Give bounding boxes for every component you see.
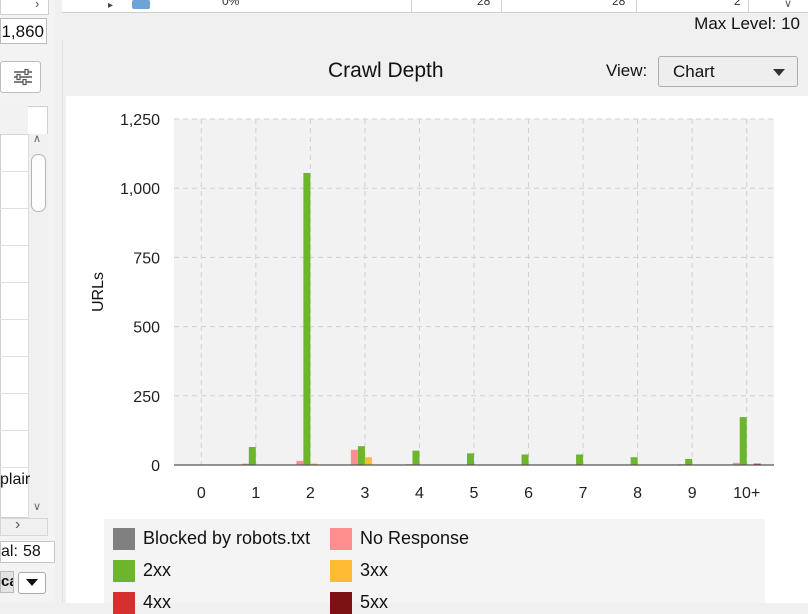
bar-no-response-depth-10-plus	[732, 462, 740, 465]
y-tick-label: 750	[133, 250, 160, 267]
bar-4xx-depth-10-plus	[753, 463, 761, 465]
bar-2xx-depth-1	[248, 447, 256, 465]
table-cell: 2	[734, 0, 741, 8]
left-vertical-scrollbar[interactable]: ∧ ∨	[28, 133, 48, 518]
y-tick-label: 1,000	[120, 181, 160, 198]
legend-swatch-no-response	[330, 528, 352, 550]
legend-label-no-response: No Response	[360, 528, 470, 548]
y-tick-label: 0	[151, 458, 160, 475]
table-column-divider	[636, 0, 637, 12]
legend-swatch-5xx	[330, 592, 352, 614]
sliders-icon	[14, 68, 32, 86]
bar-2xx-depth-5	[467, 453, 474, 465]
chevron-down-icon[interactable]: ∨	[33, 501, 42, 513]
x-tick-label: 4	[415, 485, 424, 502]
x-tick-label: 7	[579, 485, 588, 502]
table-row-divider	[0, 356, 28, 357]
total-field: al: 58	[0, 541, 55, 563]
legend-swatch-blocked	[113, 528, 135, 550]
table-row-divider	[0, 208, 28, 209]
bar-2xx-depth-3	[357, 446, 365, 465]
x-tick-label: 9	[688, 485, 697, 502]
chart-legend: Blocked by robots.txt No Response 2xx 3x…	[104, 519, 765, 614]
x-tick-label: 0	[197, 485, 206, 502]
folder-icon	[132, 0, 150, 9]
x-tick-label: 10+	[733, 485, 760, 502]
bar-no-response-depth-3	[350, 449, 358, 465]
x-tick-label: 2	[306, 485, 315, 502]
view-select-value: Chart	[673, 62, 715, 81]
bar-2xx-depth-9	[685, 458, 693, 465]
bar-2xx-depth-6	[521, 454, 529, 465]
bar-2xx-depth-2	[303, 172, 311, 465]
legend-label-2xx: 2xx	[143, 560, 172, 580]
crawl-depth-chart: 0 250 500 750 1,000 1,250 URLs 0 1 2 3 4 5 6 7 8 9 10+	[90, 112, 774, 502]
chevron-right-icon[interactable]: ›	[15, 516, 21, 533]
dropdown-button[interactable]	[18, 572, 46, 594]
legend-swatch-2xx	[113, 560, 135, 582]
caret-down-icon	[773, 69, 785, 76]
x-tick-label: 3	[360, 485, 369, 502]
x-tick-label: 6	[524, 485, 533, 502]
table-cell: 0%	[222, 0, 240, 8]
table-column-divider	[411, 0, 412, 12]
y-tick-label: 500	[133, 320, 160, 337]
left-top-scroll-button[interactable]: ›	[0, 0, 49, 15]
truncated-cell-text: plair	[0, 471, 31, 488]
filter-settings-button[interactable]	[0, 61, 41, 93]
total-value: 58	[23, 543, 41, 560]
bar-2xx-depth-7	[576, 454, 584, 465]
y-tick-label: 250	[133, 389, 160, 406]
caret-down-icon	[26, 579, 38, 586]
total-label: al:	[1, 543, 18, 560]
truncated-select[interactable]: ca	[0, 571, 14, 593]
legend-label-blocked: Blocked by robots.txt	[143, 528, 311, 548]
left-scrollbar-thumb[interactable]	[31, 154, 46, 212]
legend-swatch-4xx	[113, 592, 135, 614]
table-row-divider	[0, 430, 28, 431]
bar-3xx-depth-3	[364, 457, 372, 465]
y-axis-label: URLs	[90, 272, 107, 312]
table-column-divider	[748, 0, 749, 12]
crawl-depth-table: ▸ 0% 28 28 2 ∨	[62, 0, 808, 13]
table-row-divider	[0, 282, 28, 283]
x-tick-label: 8	[633, 485, 642, 502]
bar-3xx-depth-2	[310, 463, 318, 465]
bar-2xx-depth-10-plus	[739, 417, 747, 465]
max-level-label: Max Level: 10	[694, 14, 800, 33]
x-tick-label: 5	[470, 485, 479, 502]
table-row-divider	[0, 171, 28, 172]
table-row-divider	[0, 245, 28, 246]
bar-no-response-depth-2	[296, 460, 304, 465]
bar-2xx-depth-8	[630, 457, 638, 465]
view-select[interactable]: Chart	[658, 56, 798, 87]
left-list-header	[0, 106, 28, 135]
bar-2xx-depth-4	[412, 450, 420, 465]
left-horizontal-scrollbar[interactable]: ›	[0, 516, 48, 536]
y-tick-label: 1,250	[120, 112, 160, 129]
total-count-field: 1,860	[0, 18, 47, 44]
legend-swatch-3xx	[330, 560, 352, 582]
table-cell: 28	[477, 0, 491, 8]
table-row-divider	[0, 319, 28, 320]
table-row-divider	[0, 467, 28, 468]
view-label: View:	[606, 61, 648, 80]
chevron-down-icon[interactable]: ∨	[784, 0, 793, 10]
chart-title: Crawl Depth	[328, 59, 444, 82]
expand-arrow-icon[interactable]: ▸	[108, 0, 114, 11]
chevron-up-icon[interactable]: ∧	[33, 133, 42, 145]
table-row-divider	[0, 393, 28, 394]
chevron-right-icon: ›	[35, 0, 40, 11]
x-tick-label: 1	[251, 485, 260, 502]
table-column-divider	[501, 0, 502, 12]
bar-no-response-depth-1	[241, 463, 249, 465]
table-cell: 28	[612, 0, 626, 8]
legend-label-3xx: 3xx	[360, 560, 389, 580]
